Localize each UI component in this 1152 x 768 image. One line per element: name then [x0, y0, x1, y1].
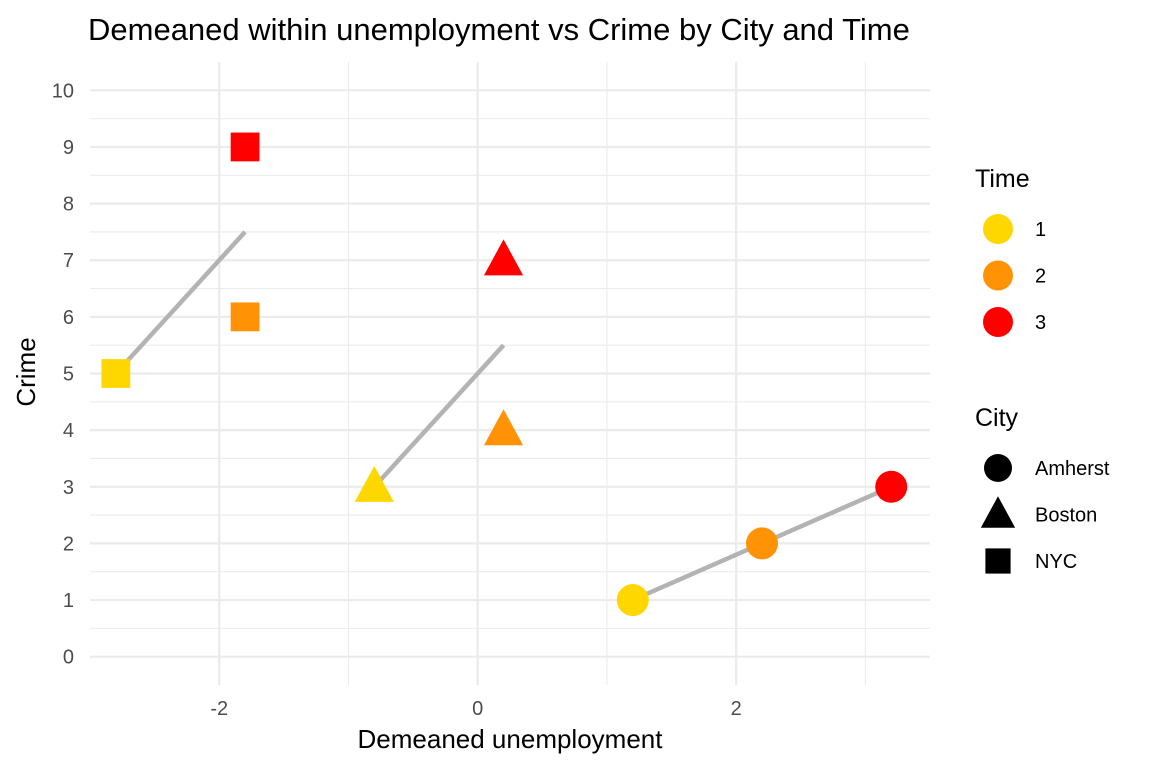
point-boston-time-1: [354, 465, 394, 502]
x-tick-label: 0: [472, 698, 483, 720]
legend-key-time-2: [983, 260, 1013, 291]
y-tick-label: 9: [63, 137, 74, 159]
y-tick-label: 0: [63, 647, 74, 669]
legend-key-time-3: [983, 307, 1013, 337]
point-boston-time-3: [483, 239, 524, 276]
point-amherst-time-2: [746, 527, 778, 560]
y-tick-label: 6: [63, 307, 74, 329]
y-tick-label: 5: [63, 364, 74, 386]
legend-title-city: City: [975, 404, 1019, 432]
legend-key-time-1: [983, 214, 1013, 244]
legend-key-city-boston: [980, 496, 1016, 528]
legend-label-city-nyc: NYC: [1035, 551, 1077, 573]
y-tick-label: 1: [63, 590, 74, 612]
y-tick-label: 2: [63, 533, 74, 555]
point-nyc-time-2: [230, 302, 260, 332]
fit-line-boston: [372, 343, 506, 489]
legend-label-time-1: 1: [1035, 219, 1046, 241]
y-tick-label: 10: [52, 80, 74, 102]
legend-key-city-nyc: [985, 548, 1011, 574]
point-amherst-time-3: [875, 470, 908, 503]
legend: Time 1 2 3 City Amherst Boston NYC: [975, 165, 1110, 574]
grid: [90, 62, 930, 685]
legend-label-time-2: 2: [1035, 266, 1046, 288]
y-axis-title: Crime: [11, 337, 41, 406]
y-tick-label: 4: [63, 420, 74, 442]
chart-title: Demeaned within unemployment vs Crime by…: [88, 12, 910, 47]
y-tick-label: 3: [63, 477, 74, 499]
x-axis-title: Demeaned unemployment: [358, 724, 664, 754]
point-amherst-time-1: [616, 584, 649, 617]
point-nyc-time-3: [230, 132, 260, 162]
fit-line-nyc: [114, 230, 247, 376]
x-tick-label: 2: [731, 698, 742, 720]
legend-label-city-boston: Boston: [1035, 505, 1097, 527]
point-boston-time-2: [483, 409, 524, 446]
data-points: [101, 132, 908, 617]
y-tick-label: 8: [63, 194, 74, 216]
point-nyc-time-1: [101, 359, 131, 388]
legend-label-city-amherst: Amherst: [1035, 458, 1110, 480]
legend-key-city-amherst: [984, 454, 1012, 482]
legend-label-time-3: 3: [1035, 312, 1046, 334]
legend-title-time: Time: [975, 165, 1030, 193]
y-tick-label: 7: [63, 250, 74, 272]
axis-ticks: -2 0 2 0 1 2 3 4 5 6 7 8 9 10: [52, 80, 742, 720]
x-tick-label: -2: [210, 698, 228, 720]
